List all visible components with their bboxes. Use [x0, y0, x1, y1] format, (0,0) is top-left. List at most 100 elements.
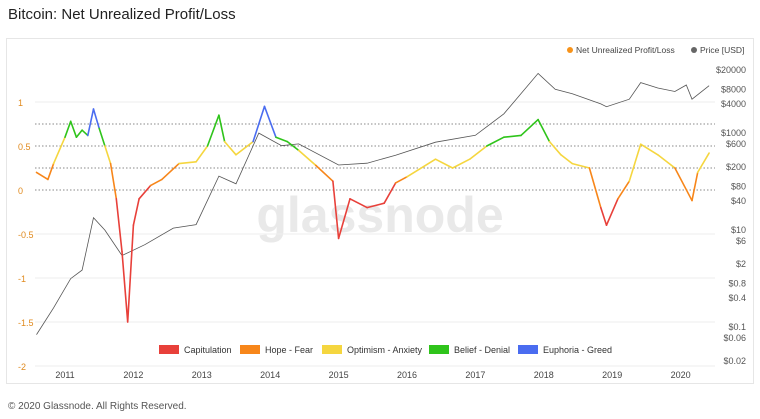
x-tick-label: 2013 [192, 370, 212, 380]
nupl-segment [571, 162, 591, 169]
nupl-segment [605, 198, 619, 226]
x-tick-label: 2019 [602, 370, 622, 380]
x-tick-label: 2017 [465, 370, 485, 380]
legend-swatch [429, 345, 449, 354]
nupl-segment [161, 162, 180, 181]
nupl-segment [314, 164, 334, 182]
legend-label: Optimism - Anxiety [347, 345, 423, 355]
nupl-segment [406, 158, 437, 178]
nupl-segment [178, 161, 197, 165]
nupl-segment [223, 140, 237, 156]
nupl-segment [468, 145, 488, 160]
y-right-tick-label: $200 [726, 162, 746, 172]
legend-label: Net Unrealized Profit/Loss [576, 45, 675, 55]
nupl-segment [560, 154, 574, 165]
legend-swatch [240, 345, 260, 354]
y-right-tick-label: $0.4 [728, 293, 746, 303]
nupl-segment [520, 118, 539, 137]
legend-swatch [518, 345, 538, 354]
y-left-tick-label: 0 [18, 186, 23, 196]
nupl-segment [109, 162, 118, 200]
y-left-tick-label: -1.5 [18, 318, 34, 328]
nupl-segment [383, 182, 397, 204]
nupl-segment [235, 140, 254, 156]
x-tick-label: 2012 [123, 370, 143, 380]
nupl-segment [104, 145, 112, 165]
nupl-segment [263, 105, 277, 138]
nupl-segment [218, 114, 226, 143]
y-right-tick-label: $80 [731, 181, 746, 191]
nupl-segment [485, 136, 505, 147]
legend-label: Capitulation [184, 345, 232, 355]
nupl-segment [696, 152, 710, 174]
legend-marker [567, 47, 573, 53]
nupl-segment [138, 184, 152, 200]
y-right-tick-label: $2 [736, 259, 746, 269]
nupl-segment [628, 143, 642, 182]
y-right-tick-label: $8000 [721, 84, 746, 94]
nupl-segment [297, 149, 317, 167]
nupl-segment [503, 134, 522, 138]
legend-marker [691, 47, 697, 53]
nupl-segment [47, 162, 55, 181]
y-right-tick-label: $1000 [721, 128, 746, 138]
nupl-segment [275, 136, 289, 143]
nupl-segment [366, 202, 386, 209]
nupl-segment [132, 198, 140, 226]
nupl-segment [98, 127, 106, 147]
y-right-tick-label: $20000 [716, 65, 746, 75]
legend-label: Belief - Denial [454, 345, 510, 355]
nupl-segment [451, 158, 471, 169]
x-tick-label: 2018 [534, 370, 554, 380]
y-right-tick-label: $40 [731, 196, 746, 206]
nupl-segment [64, 120, 72, 138]
x-tick-label: 2020 [671, 370, 691, 380]
nupl-segment [195, 145, 209, 163]
nupl-segment [337, 198, 351, 240]
legend-swatch [159, 345, 179, 354]
nupl-segment [206, 114, 220, 147]
nupl-segment [617, 180, 631, 200]
nupl-segment [92, 108, 100, 130]
nupl-segment [286, 140, 300, 152]
nupl-segment [69, 120, 78, 138]
page-title: Bitcoin: Net Unrealized Profit/Loss [8, 6, 236, 23]
y-right-tick-label: $6 [736, 236, 746, 246]
nupl-segment [121, 250, 129, 323]
nupl-segment [35, 171, 49, 181]
nupl-segment [349, 198, 368, 209]
y-left-tick-label: -0.5 [18, 230, 34, 240]
nupl-segment [252, 105, 266, 143]
y-left-tick-label: -2 [18, 362, 26, 372]
x-tick-label: 2011 [55, 370, 74, 380]
price-line [36, 72, 710, 335]
x-tick-label: 2014 [260, 370, 280, 380]
nupl-segment [674, 167, 693, 202]
watermark: glassnode [256, 187, 503, 243]
nupl-segment [639, 143, 659, 156]
y-left-tick-label: -1 [18, 274, 26, 284]
y-left-tick-label: 1 [18, 98, 23, 108]
legend-swatch [322, 345, 342, 354]
copyright-footer: © 2020 Glassnode. All Rights Reserved. [8, 401, 187, 412]
y-right-tick-label: $10 [731, 225, 746, 235]
legend-label: Hope - Fear [265, 345, 313, 355]
chart-frame [6, 38, 754, 384]
legend-label: Euphoria - Greed [543, 345, 612, 355]
nupl-segment [126, 224, 135, 323]
y-left-tick-label: 0.5 [18, 142, 31, 152]
nupl-segment [656, 154, 676, 169]
nupl-segment [537, 118, 551, 143]
y-right-tick-label: $600 [726, 139, 746, 149]
nupl-segment [52, 136, 66, 165]
y-right-tick-label: $0.06 [723, 333, 746, 343]
y-right-tick-label: $0.02 [723, 356, 746, 366]
legend-label: Price [USD] [700, 45, 744, 55]
nupl-segment [394, 176, 408, 184]
x-tick-label: 2015 [329, 370, 349, 380]
nupl-segment [691, 171, 699, 202]
y-right-tick-label: $0.8 [728, 278, 746, 288]
nupl-segment [75, 129, 83, 138]
